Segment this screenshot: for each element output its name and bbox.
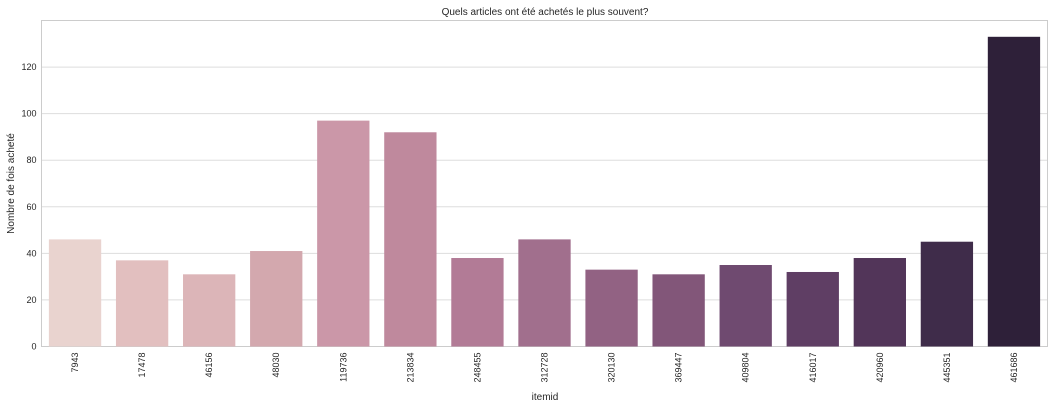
x-tick-label-369447: 369447 (674, 353, 684, 383)
y-tick-labels: 0 20 40 60 80 100 120 (21, 62, 36, 351)
y-tick-label: 0 (31, 342, 36, 352)
x-tick-label-7943: 7943 (70, 353, 80, 373)
x-tick-label-312728: 312728 (540, 353, 550, 383)
bar-416017 (786, 271, 839, 347)
bar-461686 (987, 36, 1041, 347)
bar-213834 (384, 132, 437, 347)
bars-group (48, 36, 1041, 347)
x-tick-label-320130: 320130 (607, 353, 617, 383)
bar-420960 (853, 258, 906, 347)
y-axis-label: Nombre de fois acheté (6, 133, 17, 234)
x-tick-label-213834: 213834 (405, 353, 415, 383)
x-tick-label-48030: 48030 (271, 353, 281, 378)
x-tick-label-409804: 409804 (741, 353, 751, 383)
bar-17478 (115, 260, 169, 347)
bar-369447 (652, 274, 705, 347)
x-tick-label-248455: 248455 (472, 353, 482, 383)
x-axis-label: itemid (532, 392, 559, 403)
x-tick-labels: 7943 17478 46156 48030 119736 213834 248455 312… (70, 353, 1019, 383)
x-tick-label-17478: 17478 (137, 353, 147, 378)
y-tick-label: 80 (26, 155, 36, 165)
y-tick-label: 120 (21, 62, 36, 72)
bar-320130 (585, 269, 638, 347)
x-tick-label-445351: 445351 (942, 353, 952, 383)
x-tick-label-461686: 461686 (1009, 353, 1019, 383)
x-tick-label-420960: 420960 (875, 353, 885, 383)
y-tick-label: 40 (26, 248, 36, 258)
y-tick-label: 60 (26, 202, 36, 212)
bar-409804 (719, 265, 772, 347)
bar-445351 (920, 241, 974, 347)
x-tick-label-416017: 416017 (808, 353, 818, 383)
x-tick-label-46156: 46156 (204, 353, 214, 378)
y-tick-label: 20 (26, 295, 36, 305)
bar-248455 (451, 258, 504, 347)
bar-119736 (317, 120, 370, 347)
x-tick-label-119736: 119736 (338, 353, 348, 382)
bar-312728 (518, 239, 571, 347)
bar-48030 (250, 251, 303, 347)
bar-7943 (48, 239, 102, 347)
chart-title: Quels articles ont été achetés le plus s… (442, 7, 649, 18)
bar-46156 (183, 274, 236, 347)
y-tick-label: 100 (21, 109, 36, 119)
